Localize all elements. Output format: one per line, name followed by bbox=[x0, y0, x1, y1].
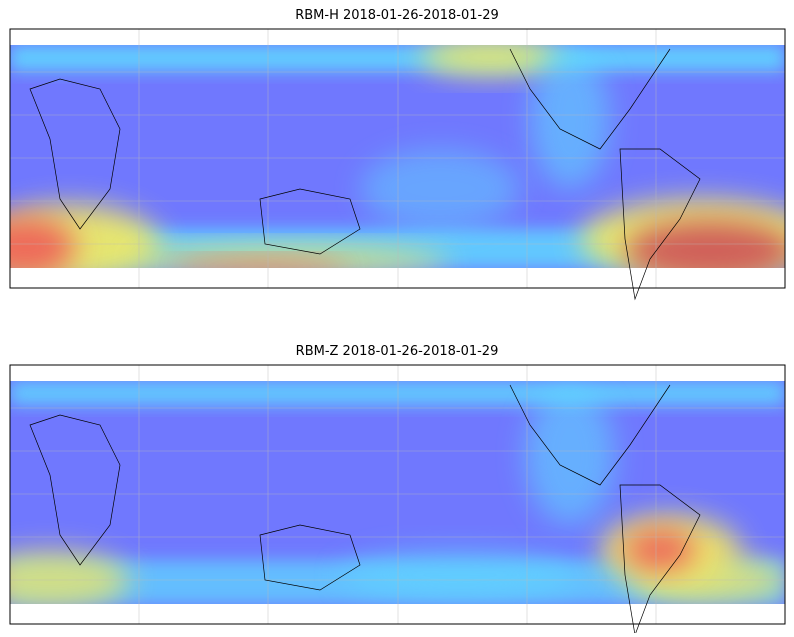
heatmap-blob bbox=[625, 221, 785, 268]
heatmap-blob bbox=[530, 49, 610, 189]
coastline bbox=[619, 148, 701, 301]
heatmap-band bbox=[10, 381, 785, 405]
heatmap-blob bbox=[525, 385, 615, 525]
heatmap bbox=[10, 45, 785, 268]
coastline bbox=[29, 78, 121, 230]
heatmap-blob bbox=[420, 45, 560, 75]
frame bbox=[9, 364, 786, 625]
map-panel: RBM-Z 2018-01-26-2018-01-29 bbox=[9, 344, 786, 637]
frame bbox=[9, 28, 786, 289]
heatmap-blob bbox=[340, 550, 580, 600]
coastline bbox=[619, 484, 701, 637]
heatmap-band bbox=[10, 45, 785, 71]
coastline bbox=[29, 414, 121, 566]
coastline bbox=[509, 48, 671, 150]
heatmap-blob bbox=[170, 259, 350, 268]
heatmap-blob bbox=[10, 217, 75, 268]
heatmap-blob bbox=[360, 149, 520, 229]
map-panel: RBM-H 2018-01-26-2018-01-29 bbox=[9, 8, 786, 301]
heatmap-blob bbox=[625, 530, 695, 570]
coastline bbox=[509, 384, 671, 486]
heatmap-blob bbox=[10, 550, 130, 604]
panel-title: RBM-H 2018-01-26-2018-01-29 bbox=[295, 8, 499, 23]
coastline bbox=[259, 524, 361, 591]
heatmap bbox=[10, 381, 785, 604]
panel-title: RBM-Z 2018-01-26-2018-01-29 bbox=[296, 344, 499, 359]
coastline bbox=[259, 188, 361, 255]
